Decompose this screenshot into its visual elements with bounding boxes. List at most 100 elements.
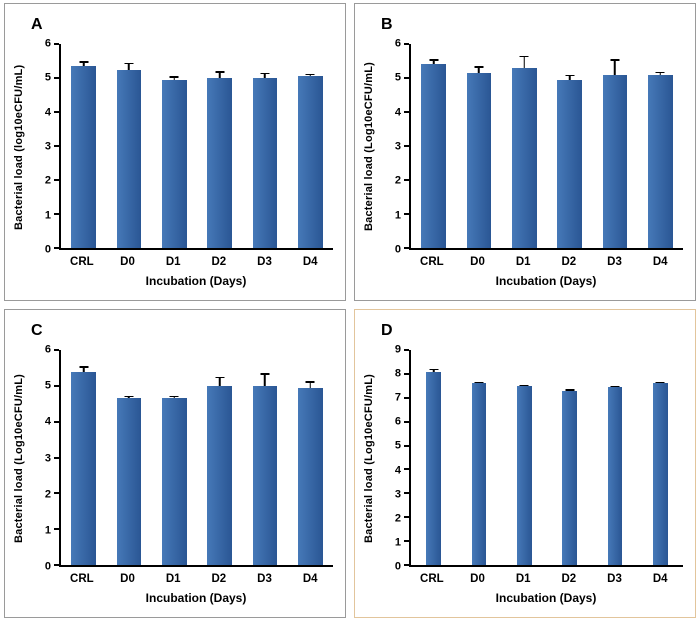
y-axis-tick-label: 0 bbox=[44, 560, 51, 573]
bar-group-d3 bbox=[592, 44, 637, 248]
chart-c: Bacterial load (Log10eCFU/mL) 0 1 2 3 4 5 6 CR… bbox=[13, 344, 333, 609]
y-axis-tick-label: 7 bbox=[394, 391, 401, 404]
y-axis-tick-mark bbox=[54, 213, 59, 216]
y-axis-tick-label: 1 bbox=[44, 209, 51, 222]
error-bar-cap bbox=[519, 55, 529, 58]
y-axis-tick-mark bbox=[54, 456, 59, 459]
x-axis-tick-label: D0 bbox=[120, 256, 135, 268]
x-axis-tick-label: D1 bbox=[515, 256, 531, 268]
error-bar-d4 bbox=[305, 73, 315, 77]
error-bar-line bbox=[264, 72, 266, 78]
bar-d2 bbox=[207, 385, 233, 565]
bar-d4 bbox=[647, 74, 673, 248]
x-axis-tick-label: D2 bbox=[211, 573, 227, 585]
bar-crl bbox=[71, 66, 97, 248]
y-axis-tick-label: 3 bbox=[394, 488, 401, 501]
bar-d0 bbox=[471, 383, 487, 565]
y-axis-tick-labels: 0 1 2 3 4 5 6 7 8 9 bbox=[381, 344, 409, 572]
error-bar-d2 bbox=[565, 389, 575, 391]
x-axis-tick-label: D4 bbox=[302, 573, 318, 585]
y-axis-tick-label: 1 bbox=[44, 524, 51, 537]
panel-c: C Bacterial load (Log10eCFU/mL) 0 1 2 3 4 5 6 … bbox=[4, 309, 346, 618]
x-axis-tick-label: D0 bbox=[120, 573, 135, 585]
bar-d1 bbox=[161, 79, 187, 248]
bar-group-crl bbox=[411, 44, 456, 248]
bar-d1 bbox=[511, 67, 537, 248]
y-axis-tick-mark bbox=[54, 384, 59, 387]
y-axis-tick-label: 0 bbox=[394, 243, 401, 256]
x-axis-tick-label: D2 bbox=[561, 573, 577, 585]
x-axis-label: Incubation (Days) bbox=[145, 591, 247, 605]
y-axis-tick-label: 1 bbox=[394, 209, 401, 222]
bar-d4 bbox=[297, 387, 323, 565]
error-bar-cap bbox=[169, 395, 179, 398]
y-axis-tick-mark bbox=[404, 179, 409, 182]
y-axis-tick-label: 1 bbox=[394, 536, 401, 549]
error-bar-cap bbox=[124, 395, 134, 398]
error-bar-d0 bbox=[474, 66, 484, 73]
error-bar-d2 bbox=[215, 71, 225, 78]
x-axis-tick-labels: CRL D0 D1 D2 D3 D4 bbox=[409, 567, 683, 587]
chart-a: Bacterial load (log10eCFU/mL) 0 1 2 3 4 5 6 CR… bbox=[13, 38, 333, 292]
error-bar-cap bbox=[565, 74, 575, 77]
bar-group-d0 bbox=[106, 350, 151, 565]
panel-d: D Bacterial load (Log10eCFU/mL) 0 1 2 3 4 5 6 7… bbox=[354, 309, 696, 618]
bar-group-d3 bbox=[242, 350, 287, 565]
x-axis-tick-label: CRL bbox=[420, 573, 444, 585]
x-axis-tick-label: D3 bbox=[607, 573, 622, 585]
error-bar-d4 bbox=[655, 71, 665, 75]
bar-crl bbox=[421, 64, 447, 248]
error-bar-cap bbox=[610, 59, 620, 61]
x-axis-tick-label: D1 bbox=[165, 573, 181, 585]
y-axis-label: Bacterial load (log10eCFU/mL) bbox=[13, 64, 25, 230]
x-axis-tick-labels: CRL D0 D1 D2 D3 D4 bbox=[409, 250, 683, 270]
chart-b: Bacterial load (Log10eCFU/mL) 0 1 2 3 4 5 6 CR… bbox=[363, 38, 683, 292]
y-axis-tick-mark bbox=[54, 179, 59, 182]
error-bar-d4 bbox=[305, 381, 315, 388]
error-bar-d0 bbox=[124, 395, 134, 399]
error-bar-line bbox=[173, 76, 176, 80]
plot-area bbox=[404, 43, 683, 250]
bar-group-d1 bbox=[152, 350, 197, 565]
error-bar-cap bbox=[260, 72, 270, 75]
y-axis-tick-label: 5 bbox=[44, 71, 51, 84]
bar-group-d1 bbox=[502, 350, 547, 565]
x-axis-label: Incubation (Days) bbox=[495, 274, 597, 288]
bar-d0 bbox=[466, 72, 492, 248]
y-axis-tick-label: 9 bbox=[394, 343, 401, 356]
y-axis-tick-label: 6 bbox=[394, 37, 401, 50]
error-bar-cap bbox=[260, 373, 270, 375]
y-axis-tick-label: 4 bbox=[44, 415, 51, 428]
y-axis-tick-mark bbox=[404, 540, 409, 543]
y-axis-tick-labels: 0 1 2 3 4 5 6 bbox=[381, 38, 409, 255]
panel-b: B Bacterial load (Log10eCFU/mL) 0 1 2 3 4 5 6 … bbox=[354, 3, 696, 301]
panel-label-a: A bbox=[31, 16, 43, 33]
error-bar-cap bbox=[655, 381, 665, 384]
error-bar-line bbox=[432, 59, 435, 65]
error-bar-d3 bbox=[260, 373, 270, 386]
y-axis-tick-label: 3 bbox=[394, 140, 401, 153]
y-axis-tick-mark bbox=[404, 213, 409, 216]
bar-group-d1 bbox=[502, 44, 547, 248]
y-axis-tick-mark bbox=[404, 420, 409, 423]
x-axis-tick-label: CRL bbox=[70, 256, 94, 268]
y-axis-tick-labels: 0 1 2 3 4 5 6 bbox=[31, 344, 59, 572]
y-axis-tick-labels: 0 1 2 3 4 5 6 bbox=[31, 38, 59, 255]
error-bar-cap bbox=[215, 376, 225, 379]
y-axis-tick-mark bbox=[404, 396, 409, 399]
y-axis-tick-label: 5 bbox=[394, 71, 401, 84]
error-bar-d0 bbox=[124, 62, 134, 70]
x-axis-tick-label: D4 bbox=[302, 256, 318, 268]
error-bar-cap bbox=[79, 61, 89, 63]
error-bar-crl bbox=[79, 61, 89, 67]
y-axis-tick-label: 5 bbox=[44, 379, 51, 392]
x-axis-tick-label: D1 bbox=[515, 573, 531, 585]
bar-group-d4 bbox=[288, 350, 333, 565]
x-axis-tick-label: D0 bbox=[470, 256, 485, 268]
panel-label-b: B bbox=[381, 16, 393, 33]
x-axis-tick-labels: CRL D0 D1 D2 D3 D4 bbox=[59, 250, 333, 270]
y-axis-tick-mark bbox=[54, 77, 59, 79]
panel-label-c: C bbox=[31, 322, 43, 339]
error-bar-d1 bbox=[519, 55, 529, 68]
